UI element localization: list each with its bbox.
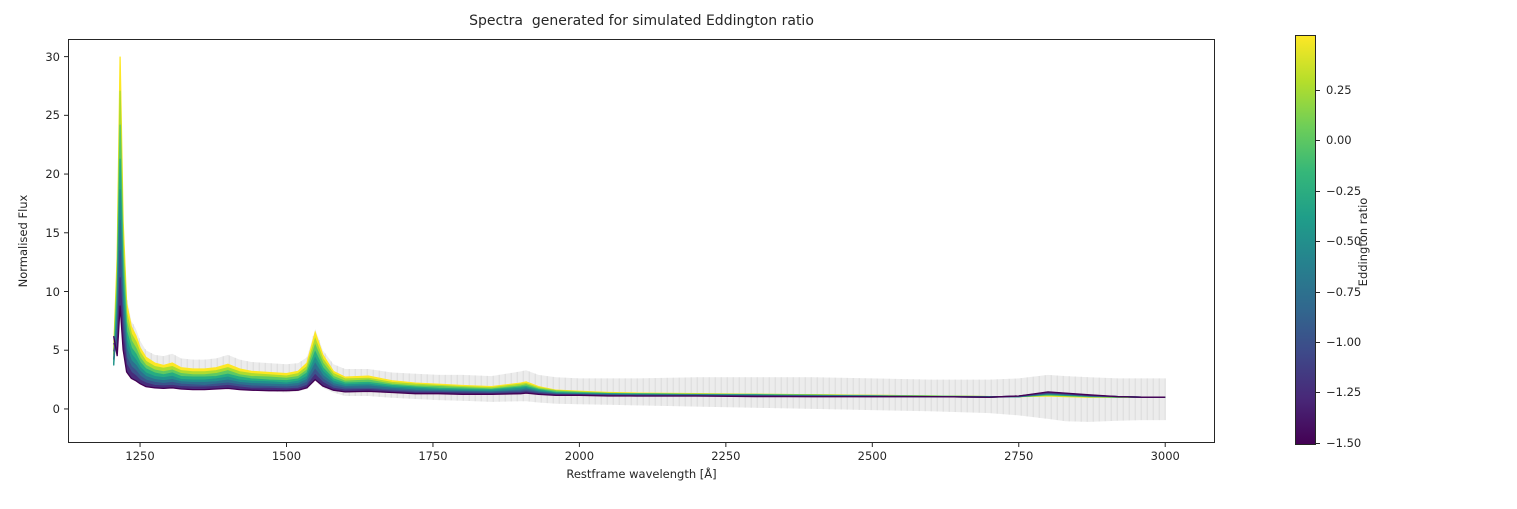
spectrum-line <box>113 305 1166 398</box>
y-tick-label: 10 <box>45 284 60 299</box>
y-tick-label: 30 <box>45 49 60 64</box>
spectra-lines <box>113 56 1166 398</box>
spectrum-line <box>113 56 1166 398</box>
colorbar <box>1295 35 1316 445</box>
plot-border <box>68 39 1215 443</box>
plot-area <box>64 39 1215 447</box>
x-tick-label: 2000 <box>564 449 595 463</box>
colorbar-tick <box>1316 291 1320 293</box>
x-tick-label: 2500 <box>857 449 887 463</box>
axis-ticks <box>64 56 1166 447</box>
colorbar-tick <box>1316 341 1320 343</box>
colorbar-tick-label: −0.25 <box>1326 183 1362 198</box>
x-axis-label: Restframe wavelength [Å] <box>566 467 717 481</box>
colorbar-tick-label: −0.75 <box>1326 284 1362 299</box>
y-tick-label: 20 <box>45 167 60 182</box>
x-tick-label: 1500 <box>271 449 302 463</box>
x-tick-label: 1750 <box>418 449 448 463</box>
x-tick-label: 2750 <box>1004 449 1034 463</box>
x-tick-label: 2250 <box>711 449 741 463</box>
spectrum-line <box>113 90 1166 398</box>
spectra-fills <box>113 56 1166 398</box>
colorbar-tick <box>1316 140 1320 142</box>
colorbar-tick <box>1316 241 1320 242</box>
y-tick-label: 25 <box>45 108 60 123</box>
chart-title: Spectra generated for simulated Eddingto… <box>469 13 814 29</box>
colorbar-tick-label: −1.25 <box>1326 385 1362 400</box>
y-tick-label: 0 <box>52 401 60 416</box>
colorbar-tick-label: −0.50 <box>1326 234 1362 248</box>
colorbar-tick <box>1316 392 1320 394</box>
colorbar-tick-label: −1.50 <box>1326 435 1362 450</box>
y-axis-label: Normalised Flux <box>16 194 30 288</box>
colorbar-tick-label: 0.00 <box>1326 133 1352 148</box>
colorbar-tick-label: 0.25 <box>1326 82 1352 97</box>
y-tick-label: 15 <box>45 225 60 240</box>
x-tick-label: 3000 <box>1150 449 1180 463</box>
x-tick-label: 1250 <box>125 449 155 463</box>
colorbar-tick <box>1316 89 1320 91</box>
colorbar-tick-label: −1.00 <box>1326 334 1362 349</box>
spectrum-line <box>113 158 1166 398</box>
spectrum-line <box>113 124 1166 398</box>
colorbar-tick <box>1316 190 1320 192</box>
colorbar-tick <box>1316 442 1320 444</box>
colorbar-label: Eddington ratio <box>1356 197 1370 287</box>
y-tick-label: 5 <box>52 343 60 358</box>
